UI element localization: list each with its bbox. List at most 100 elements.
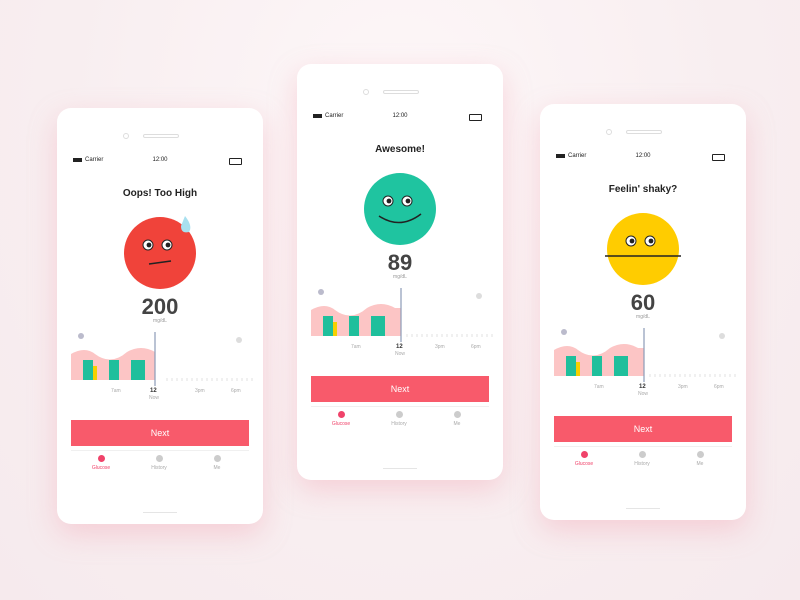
signal-icon [556,154,565,158]
time-label: 7am [351,344,361,350]
time-label: 6pm [231,388,241,394]
speaker [143,134,179,138]
pupil [629,238,635,244]
camera [363,89,369,95]
tab[interactable]: History [151,465,167,471]
glucose-value: 89 [387,250,413,275]
tab-icon [581,451,588,458]
time-label: 3pm [195,388,205,394]
pupil [648,238,654,244]
low-mark [333,322,337,336]
time-label: 6pm [714,384,724,390]
next-button[interactable]: Next [554,416,732,442]
in-range [349,316,359,336]
now-label: Now [395,351,406,357]
mouth [148,260,172,265]
speaker [383,90,419,94]
tab-icon [454,411,461,418]
pupil [386,198,392,204]
moon-icon [476,293,482,299]
face [607,213,679,285]
time: 12:00 [152,157,168,163]
battery-icon [469,114,482,121]
tab-icon [338,411,345,418]
tab-icon [98,455,105,462]
next-button[interactable]: Next [71,420,249,446]
glucose-unit: mg/dL [636,314,650,320]
in-range [323,316,333,336]
tab[interactable]: History [634,461,650,467]
tab-icon [639,451,646,458]
face [364,173,436,245]
tab-icon [396,411,403,418]
glucose-chart [311,288,493,342]
tab[interactable]: Glucose [331,421,351,427]
mood-face [364,173,436,245]
next-button[interactable]: Next [311,376,489,402]
battery-icon [229,158,242,165]
home-indicator [143,512,177,513]
screen-title: Oops! Too High [122,188,198,199]
face [124,217,196,289]
tab-divider [554,446,732,447]
now-label: Now [638,391,649,397]
time-label: 12 [396,344,403,350]
time-label: 7am [594,384,604,390]
moon-icon [719,333,725,339]
signal-icon [73,158,82,162]
time-label: 3pm [435,344,445,350]
glucose-value: 60 [630,290,656,315]
speaker [626,130,662,134]
phone: Carrier 12:00 Oops! Too High 200 mg/dL 7am 12 3… [57,108,263,524]
home-indicator [383,468,417,469]
sun-icon [78,333,84,339]
mood-face [605,213,681,285]
moon-icon [236,337,242,343]
sun-icon [318,289,324,295]
tab-icon [214,455,221,462]
tab[interactable]: Glucose [91,465,111,471]
mood-face [124,216,196,289]
tab[interactable]: Glucose [574,461,594,467]
tab[interactable]: Me [453,421,461,427]
glucose-value: 200 [141,294,179,319]
tab-divider [71,450,249,451]
mouth [378,213,422,224]
tab-icon [156,455,163,462]
sweat-drop [181,216,191,233]
tab[interactable]: Me [213,465,221,471]
glucose-unit: mg/dL [393,274,407,280]
tab[interactable]: Me [696,461,704,467]
pupil [405,198,411,204]
now-label: Now [149,395,160,401]
glucose-chart [554,328,736,382]
time-label: 3pm [678,384,688,390]
screen-title: Awesome! [375,144,425,155]
time: 12:00 [635,153,651,159]
time-label: 6pm [471,344,481,350]
carrier: Carrier [325,113,344,119]
pupil [165,242,171,248]
in-range [592,356,602,376]
glucose-unit: mg/dL [153,318,167,324]
time-label: 7am [111,388,121,394]
home-indicator [626,508,660,509]
pupil [146,242,152,248]
low-mark [93,366,97,380]
battery-icon [712,154,725,161]
in-range [566,356,576,376]
camera [123,133,129,139]
screen-title: Feelin' shaky? [608,184,678,195]
camera [606,129,612,135]
phone: Carrier 12:00 Feelin' shaky? 60 mg/dL 7am 12 3p… [540,104,746,520]
sun-icon [561,329,567,335]
in-range [109,360,119,380]
glucose-chart [71,332,253,386]
in-range [131,360,145,380]
time-label: 12 [150,388,157,394]
time: 12:00 [392,113,408,119]
tab[interactable]: History [391,421,407,427]
in-range [614,356,628,376]
time-label: 12 [639,384,646,390]
